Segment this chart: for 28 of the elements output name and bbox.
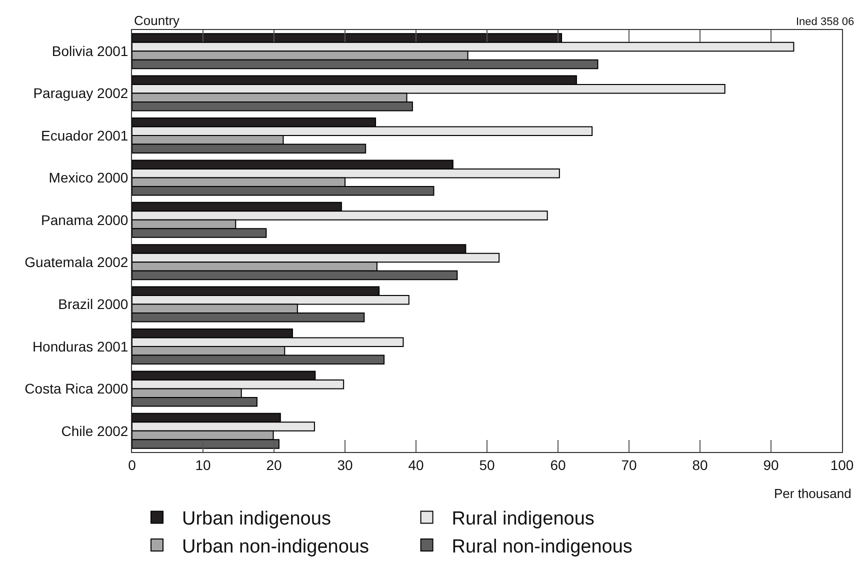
y-tick-label: Costa Rica 2000	[24, 380, 128, 397]
y-tick-label: Mexico 2000	[48, 170, 128, 186]
x-tick-label: 10	[195, 456, 211, 473]
legend-label: Urban indigenous	[182, 508, 331, 530]
x-tick-label: 50	[479, 456, 495, 473]
y-tick-label: Bolivia 2001	[52, 43, 128, 59]
y-axis-title: Country	[134, 13, 180, 28]
y-tick-label: Guatemala 2002	[24, 254, 128, 270]
y-tick-label: Ecuador 2001	[41, 127, 128, 144]
legend-label: Urban non-indigenous	[182, 536, 369, 558]
text: Ined 358 06	[796, 16, 854, 28]
x-tick-label: 40	[408, 456, 424, 473]
x-tick-label: 100	[830, 456, 854, 473]
x-tick-label: 0	[128, 456, 136, 473]
y-tick-label: Brazil 2000	[58, 296, 128, 312]
x-tick-label: 90	[763, 456, 779, 473]
y-tick-label: Panama 2000	[41, 212, 128, 228]
x-axis-title: Per thousand	[774, 486, 852, 501]
x-tick-label: 30	[337, 456, 353, 473]
legend-label: Rural non-indigenous	[452, 536, 632, 558]
y-tick-label: Paraguay 2002	[33, 85, 128, 102]
x-tick-label: 20	[266, 456, 282, 473]
y-tick-label: Chile 2002	[61, 422, 128, 439]
x-tick-label: 60	[550, 456, 566, 473]
x-tick-label: 80	[692, 456, 708, 473]
y-tick-label: Honduras 2001	[32, 338, 128, 354]
legend-label: Rural indigenous	[452, 508, 594, 530]
x-tick-label: 70	[621, 456, 637, 473]
